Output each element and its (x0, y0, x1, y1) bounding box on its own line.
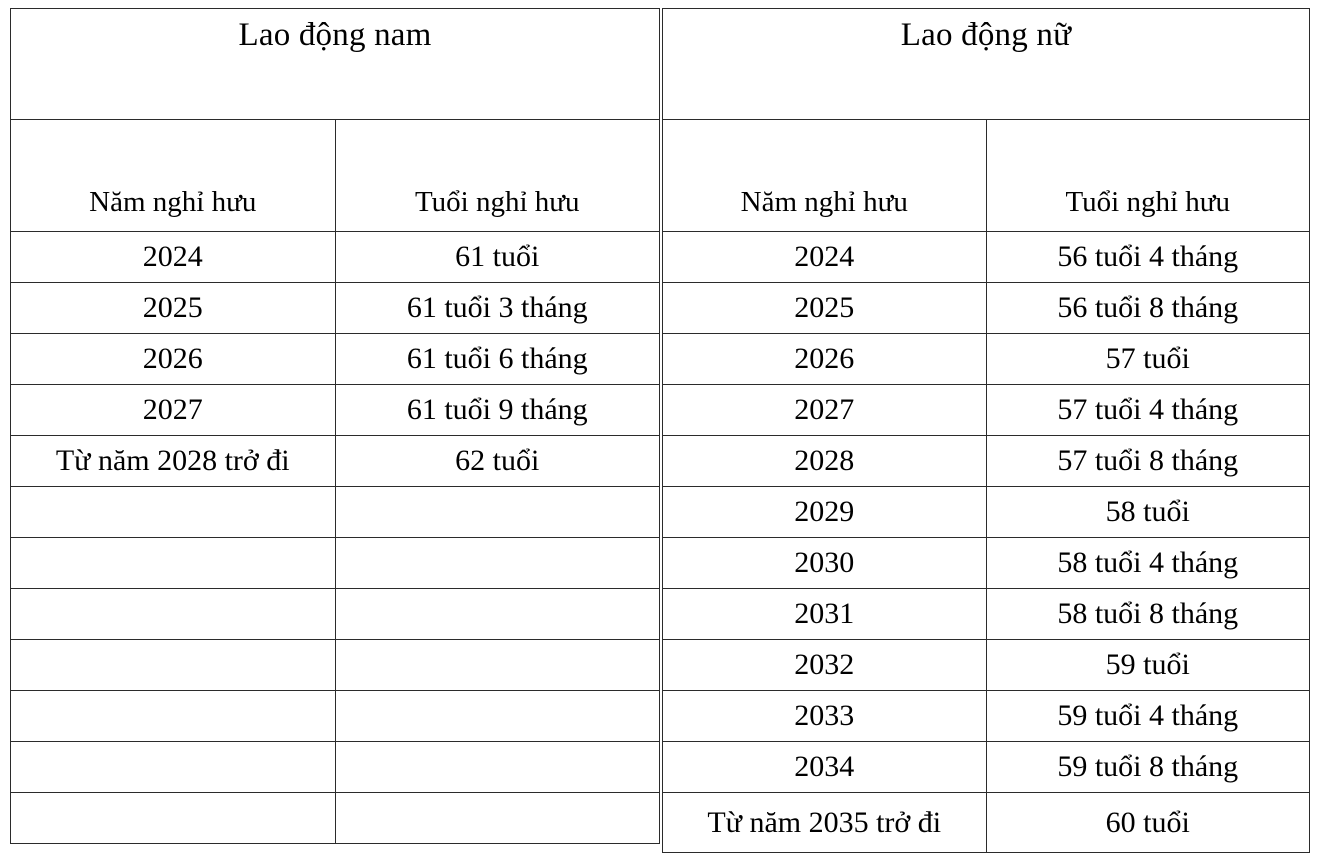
table-row: 2025 61 tuổi 3 tháng (10, 282, 660, 334)
table-row: 2034 59 tuổi 8 tháng (662, 741, 1310, 793)
table-row (10, 639, 660, 691)
cell-female-year: 2025 (662, 282, 987, 334)
cell-male-age (334, 588, 660, 640)
cell-male-age (334, 486, 660, 538)
cell-female-year: 2032 (662, 639, 987, 691)
group-title-female: Lao động nữ (662, 8, 1310, 120)
column-header-row-male: Năm nghỉ hưu Tuổi nghỉ hưu (10, 119, 660, 232)
cell-male-year (10, 690, 336, 742)
cell-female-age: 56 tuổi 8 tháng (985, 282, 1310, 334)
group-title-row-female: Lao động nữ (662, 8, 1310, 120)
table-row (10, 792, 660, 844)
table-female: Lao động nữ Năm nghỉ hưu Tuổi nghỉ hưu 2… (662, 8, 1310, 853)
cell-male-age (334, 537, 660, 589)
cell-male-age (334, 741, 660, 793)
cell-male-age (334, 792, 660, 844)
retirement-table-female: Lao động nữ Năm nghỉ hưu Tuổi nghỉ hưu 2… (662, 8, 1310, 853)
cell-male-year (10, 486, 336, 538)
column-header-male-year: Năm nghỉ hưu (10, 119, 336, 232)
cell-male-year: 2026 (10, 333, 336, 385)
cell-male-year: Từ năm 2028 trở đi (10, 435, 336, 487)
table-row (10, 537, 660, 589)
table-row (10, 741, 660, 793)
cell-female-year: 2027 (662, 384, 987, 436)
cell-female-year: 2034 (662, 741, 987, 793)
cell-male-year: 2024 (10, 231, 336, 283)
table-row: 2029 58 tuổi (662, 486, 1310, 538)
table-row: 2024 56 tuổi 4 tháng (662, 231, 1310, 283)
table-row (10, 690, 660, 742)
group-title-male: Lao động nam (10, 8, 660, 120)
cell-male-age: 61 tuổi 6 tháng (334, 333, 660, 385)
table-row: 2027 57 tuổi 4 tháng (662, 384, 1310, 436)
cell-male-age: 61 tuổi 3 tháng (334, 282, 660, 334)
retirement-table-male: Lao động nam Năm nghỉ hưu Tuổi nghỉ hưu … (10, 8, 660, 844)
column-header-female-year: Năm nghỉ hưu (662, 119, 987, 232)
cell-female-year: 2031 (662, 588, 987, 640)
cell-female-age: 58 tuổi 4 tháng (985, 537, 1310, 589)
table-row (10, 588, 660, 640)
cell-female-year: 2026 (662, 333, 987, 385)
cell-male-year (10, 639, 336, 691)
table-row: 2032 59 tuổi (662, 639, 1310, 691)
cell-female-year: 2028 (662, 435, 987, 487)
cell-female-year: 2030 (662, 537, 987, 589)
group-title-row-male: Lao động nam (10, 8, 660, 120)
cell-male-age: 61 tuổi 9 tháng (334, 384, 660, 436)
cell-female-age: 60 tuổi (985, 792, 1310, 853)
cell-male-year: 2025 (10, 282, 336, 334)
cell-female-age: 57 tuổi 8 tháng (985, 435, 1310, 487)
column-header-row-female: Năm nghỉ hưu Tuổi nghỉ hưu (662, 119, 1310, 232)
cell-female-year: Từ năm 2035 trở đi (662, 792, 987, 853)
table-row: 2028 57 tuổi 8 tháng (662, 435, 1310, 487)
column-header-male-age: Tuổi nghỉ hưu (334, 119, 660, 232)
cell-male-age (334, 639, 660, 691)
cell-female-age: 56 tuổi 4 tháng (985, 231, 1310, 283)
cell-male-year (10, 792, 336, 844)
table-row: 2026 61 tuổi 6 tháng (10, 333, 660, 385)
cell-male-year: 2027 (10, 384, 336, 436)
table-row: Từ năm 2028 trở đi 62 tuổi (10, 435, 660, 487)
cell-female-age: 57 tuổi (985, 333, 1310, 385)
table-row: 2027 61 tuổi 9 tháng (10, 384, 660, 436)
cell-female-age: 59 tuổi (985, 639, 1310, 691)
table-male-body: Lao động nam Năm nghỉ hưu Tuổi nghỉ hưu … (10, 8, 660, 844)
table-row: Từ năm 2035 trở đi 60 tuổi (662, 792, 1310, 853)
cell-female-age: 58 tuổi 8 tháng (985, 588, 1310, 640)
table-row: 2025 56 tuổi 8 tháng (662, 282, 1310, 334)
table-row (10, 486, 660, 538)
table-male: Lao động nam Năm nghỉ hưu Tuổi nghỉ hưu … (10, 8, 660, 844)
column-header-female-age: Tuổi nghỉ hưu (985, 119, 1310, 232)
cell-female-age: 58 tuổi (985, 486, 1310, 538)
cell-male-age: 62 tuổi (334, 435, 660, 487)
cell-male-year (10, 537, 336, 589)
cell-female-age: 59 tuổi 4 tháng (985, 690, 1310, 742)
cell-female-age: 57 tuổi 4 tháng (985, 384, 1310, 436)
cell-female-year: 2033 (662, 690, 987, 742)
cell-female-age: 59 tuổi 8 tháng (985, 741, 1310, 793)
cell-male-year (10, 741, 336, 793)
table-row: 2026 57 tuổi (662, 333, 1310, 385)
cell-male-age: 61 tuổi (334, 231, 660, 283)
cell-female-year: 2029 (662, 486, 987, 538)
table-row: 2031 58 tuổi 8 tháng (662, 588, 1310, 640)
table-row: 2033 59 tuổi 4 tháng (662, 690, 1310, 742)
cell-male-age (334, 690, 660, 742)
table-row: 2030 58 tuổi 4 tháng (662, 537, 1310, 589)
table-female-body: Lao động nữ Năm nghỉ hưu Tuổi nghỉ hưu 2… (662, 8, 1310, 853)
cell-female-year: 2024 (662, 231, 987, 283)
cell-male-year (10, 588, 336, 640)
table-row: 2024 61 tuổi (10, 231, 660, 283)
